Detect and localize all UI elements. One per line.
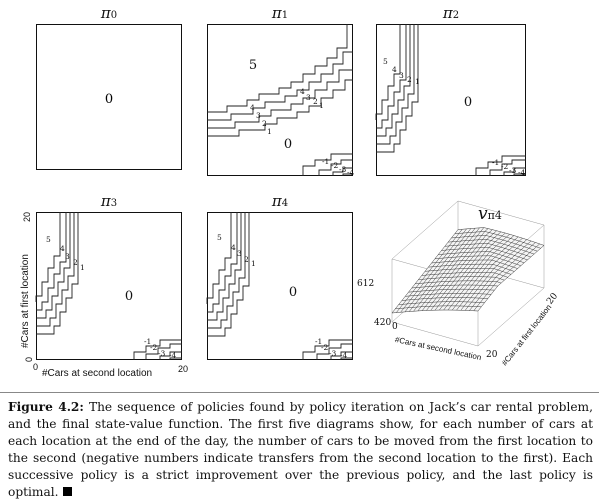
panel-title: π3 [36,192,182,210]
step-label: -2 [331,161,339,170]
zero-region-label: 0 [289,285,297,300]
step-label: -4 [169,351,177,360]
step-label: -1 [322,157,329,166]
z-axis-high-label: 612 [357,279,374,289]
step-label: 3 [306,93,311,102]
step-label: -2 [150,343,158,352]
step-label: -1 [492,158,499,167]
boundary-line [207,212,237,312]
region-label: 5 [249,58,257,73]
caption-label: Figure 4.2: [8,400,84,414]
boundary-line [36,212,70,318]
panel-title: π2 [376,4,526,22]
step-label: 2 [313,97,318,106]
policy-svg: 0 5 4 3 2 1 -1 -2 -3 -4 [207,212,353,360]
x-axis-min-label: 0 [33,362,38,372]
step-label: 2 [73,258,78,267]
zero-region-label: 0 [464,95,472,110]
panel-title: π4 [207,192,353,210]
y-axis-max-label: 20 [22,212,32,222]
policy-panel-pi1: π1 5 0 4 3 2 1 4 3 2 1 -1 -2 -3 -4 [207,24,353,176]
step-label: 2 [407,75,412,84]
x-axis-max-label: 20 [178,364,188,374]
z-axis-low-label: 420 [374,318,391,328]
x-axis-label: #Cars at second location [42,368,152,379]
step-label: 2 [244,255,249,264]
step-label: -4 [347,168,355,177]
step-label: 1 [80,263,85,272]
boundary-line [207,212,241,320]
step-label: -3 [339,165,347,174]
step-label: -2 [321,343,329,352]
policy-panel-pi0: π0 0 [36,24,182,170]
policy-svg: 0 5 4 3 2 1 -1 -2 -3 -4 [36,212,182,360]
step-label: 4 [300,87,305,96]
boundary-line [36,212,66,310]
step-label: 1 [319,101,324,110]
policy-svg: 5 0 4 3 2 1 4 3 2 1 -1 -2 -3 -4 [207,24,353,176]
y-axis-label: #Cars at first location [20,254,31,348]
step-label: 3 [65,252,70,261]
surface-x-min-label: 0 [392,322,398,332]
step-label: -3 [329,349,337,358]
step-label: 4 [392,65,397,74]
panel-title: π1 [207,4,353,22]
policy-svg: 0 [36,24,182,170]
step-label: 4 [250,103,255,112]
boundary-line [207,24,347,112]
policy-panel-pi4: π4 0 5 4 3 2 1 -1 -2 -3 -4 [207,212,353,360]
zero-region-label: 0 [284,137,292,152]
boundary-line [207,70,353,128]
caption-text: The sequence of policies found by policy… [8,400,593,499]
step-label: 5 [383,57,388,66]
figure-caption: Figure 4.2: The sequence of policies fou… [8,399,593,501]
step-label: 4 [231,243,236,252]
step-label: -3 [509,166,517,175]
policy-svg: 0 5 4 3 2 1 -1 -2 -3 -4 [376,24,526,176]
boundary-line [376,24,418,152]
boundary-line [36,212,78,334]
zero-region-label: 0 [105,92,113,107]
step-label: -4 [340,351,348,360]
caption-divider [0,392,599,393]
step-label: 5 [217,233,222,242]
step-label: 3 [237,249,242,258]
step-label: 1 [267,127,272,136]
step-label: -3 [158,349,166,358]
step-label: 1 [415,77,420,86]
step-label: 3 [256,111,261,120]
surface-x-max-label: 20 [486,350,497,360]
step-label: 1 [251,259,256,268]
step-label: -4 [518,168,526,177]
policy-panel-pi3: π3 0 5 4 3 2 1 -1 -2 -3 -4 [36,212,182,360]
step-label: -2 [501,162,509,171]
policy-panel-pi2: π2 0 5 4 3 2 1 -1 -2 -3 -4 [376,24,526,176]
zero-region-label: 0 [125,289,133,304]
step-label: 3 [399,71,404,80]
boundary-line [207,212,249,336]
step-label: 5 [46,235,51,244]
bounding-box-edge [458,201,544,225]
panel-title: π0 [36,4,182,22]
